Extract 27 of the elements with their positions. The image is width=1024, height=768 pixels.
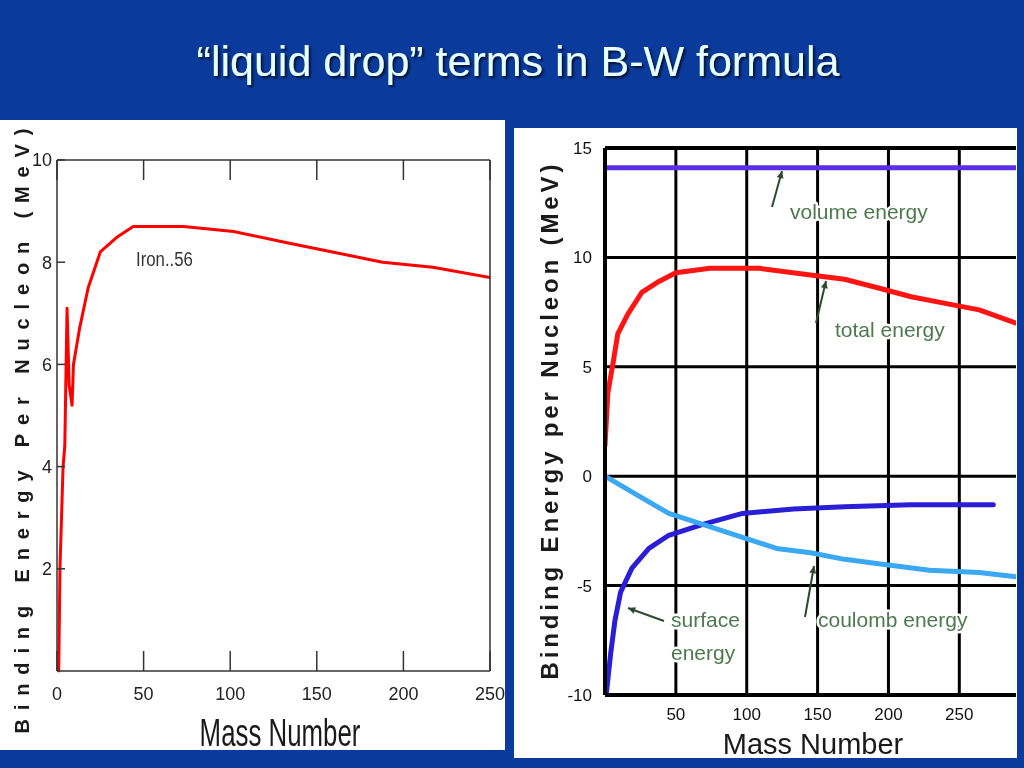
y-tick-label: 5: [582, 357, 592, 377]
annotation: Iron..56: [135, 247, 193, 271]
x-axis-title: Mass Number: [199, 712, 361, 755]
x-tick-label: 50: [133, 684, 154, 704]
x-tick-label: 250: [474, 684, 506, 704]
y-tick-label: 0: [582, 467, 592, 487]
y-tick-label: 10: [573, 248, 592, 268]
x-tick-label: 50: [666, 705, 686, 724]
x-tick-label: 100: [215, 684, 246, 704]
y-tick-label: 10: [31, 150, 52, 171]
y-tick-label: -10: [567, 685, 592, 705]
x-tick-label: 200: [874, 705, 903, 724]
chart-title: “liquid drop” terms in B-W formula: [196, 37, 840, 85]
x-tick-label: 150: [301, 684, 332, 704]
y-tick-label: 4: [41, 456, 52, 477]
y-axis-title: Binding Energy per Nucleon (MeV): [536, 164, 564, 680]
x-tick-label: 200: [388, 684, 419, 704]
y-tick-label: 8: [41, 252, 52, 273]
x-axis-title: Mass Number: [722, 728, 904, 760]
x-tick-label: 150: [803, 705, 832, 724]
y-tick-label: 2: [41, 559, 52, 580]
y-tick-label: -5: [576, 576, 592, 596]
x-tick-label: 100: [732, 705, 761, 724]
y-axis-title: Binding Energy Per Nucleon (MeV): [11, 128, 33, 734]
x-tick-label: 250: [945, 705, 974, 724]
y-tick-label: 6: [41, 354, 52, 375]
y-tick-label: 15: [573, 138, 592, 158]
